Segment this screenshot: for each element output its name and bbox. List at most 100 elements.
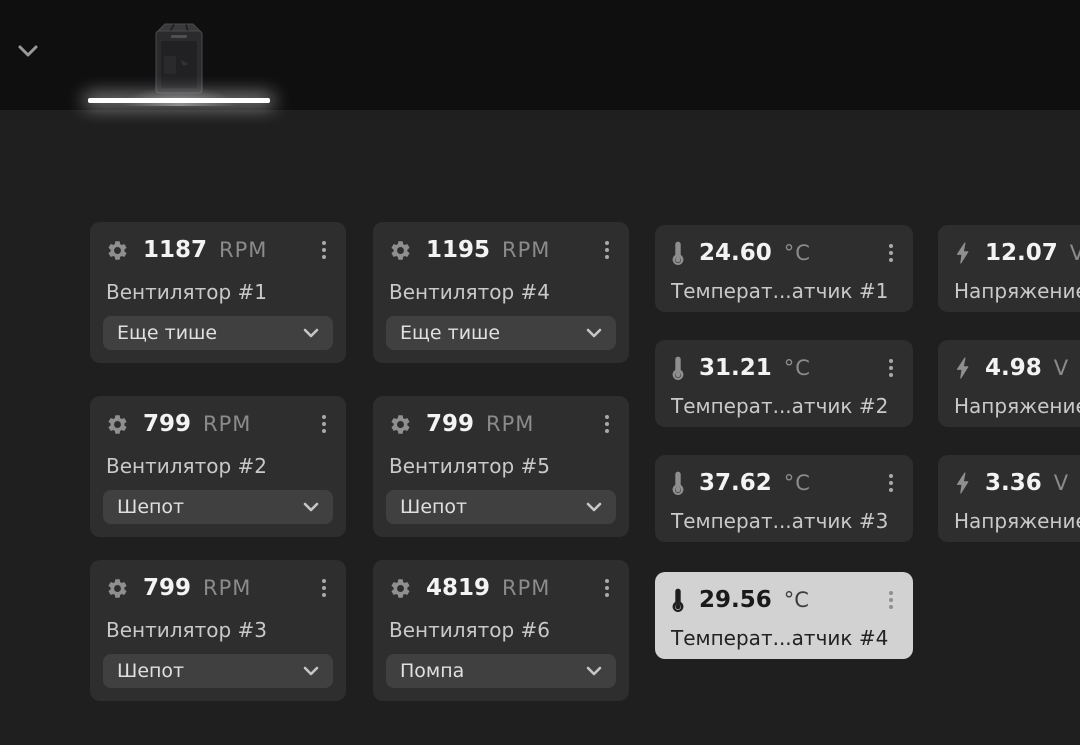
temperature-card[interactable]: 29.56 °C Температ...атчик #4 [655,572,913,659]
fan-gear-icon [106,413,129,436]
temperature-unit: °C [783,471,811,495]
device-tab-pc-case[interactable] [88,0,270,110]
lightning-bolt-icon [954,241,971,265]
fan-gear-icon [389,413,412,436]
temperature-value-row: 31.21 °C [671,354,899,382]
temperature-value: 37.62 [699,470,772,496]
fan-card: 4819 RPM Вентилятор #6 Помпа [373,560,629,701]
chevron-down-icon [303,502,319,512]
temperature-value-row: 29.56 °C [671,586,899,614]
chevron-down-icon [586,666,602,676]
thermometer-icon [671,240,685,266]
fan-mode-selected-value: Еще тише [117,322,218,344]
fan-mode-dropdown[interactable]: Еще тише [103,316,333,350]
fan-rpm-unit: RPM [486,412,535,436]
fan-card: 799 RPM Вентилятор #2 Шепот [90,396,346,537]
fan-mode-selected-value: Шепот [117,496,185,518]
temperature-card-label: Температ...атчик #4 [671,626,889,650]
temperature-value-row: 37.62 °C [671,469,899,497]
fan-value-row: 799 RPM [106,410,332,438]
fan-gear-icon [106,239,129,262]
temperature-card[interactable]: 31.21 °C Температ...атчик #2 [655,340,913,427]
card-menu-button[interactable] [883,355,899,381]
temperature-value: 24.60 [699,240,772,266]
voltage-unit: V [1053,356,1070,380]
fan-card-label: Вентилятор #3 [106,618,267,642]
fan-value-row: 799 RPM [389,410,615,438]
voltage-value-row: 4.98 V [954,354,1080,382]
fan-mode-dropdown[interactable]: Шепот [103,490,333,524]
lightning-bolt-icon [954,471,971,495]
fan-gear-icon [389,577,412,600]
card-menu-button[interactable] [316,237,332,263]
card-menu-button[interactable] [599,237,615,263]
thermometer-icon [671,470,685,496]
thermometer-icon [671,587,685,613]
fan-gear-icon [106,577,129,600]
card-menu-button[interactable] [599,411,615,437]
top-bar [0,0,1080,110]
card-menu-button[interactable] [316,575,332,601]
fan-value-row: 4819 RPM [389,574,615,602]
chevron-down-icon [586,502,602,512]
voltage-value: 12.07 [985,240,1058,266]
chevron-down-icon [586,328,602,338]
voltage-value: 3.36 [985,470,1042,496]
voltage-value-row: 3.36 V [954,469,1080,497]
fan-card: 799 RPM Вентилятор #3 Шепот [90,560,346,701]
thermometer-icon [671,355,685,381]
fan-mode-dropdown[interactable]: Шепот [386,490,616,524]
fan-mode-dropdown[interactable]: Еще тише [386,316,616,350]
fan-card: 1187 RPM Вентилятор #1 Еще тише [90,222,346,363]
fan-mode-selected-value: Шепот [400,496,468,518]
temperature-card-label: Температ...атчик #3 [671,509,889,533]
fan-value-row: 1195 RPM [389,236,615,264]
fan-mode-dropdown[interactable]: Шепот [103,654,333,688]
fan-card-label: Вентилятор #6 [389,618,550,642]
temperature-unit: °C [783,356,811,380]
fan-gear-icon [389,239,412,262]
fan-value-row: 799 RPM [106,574,332,602]
temperature-value: 29.56 [699,587,772,613]
temperature-card[interactable]: 24.60 °C Температ...атчик #1 [655,225,913,312]
temperature-unit: °C [783,241,811,265]
fan-rpm-unit: RPM [219,238,268,262]
card-menu-button[interactable] [883,470,899,496]
fan-card: 1195 RPM Вентилятор #4 Еще тише [373,222,629,363]
voltage-card[interactable]: 12.07 V Напряжение [938,225,1080,312]
temperature-value: 31.21 [699,355,772,381]
card-menu-button[interactable] [599,575,615,601]
voltage-value-row: 12.07 V [954,239,1080,267]
chevron-down-icon [303,666,319,676]
fan-value-row: 1187 RPM [106,236,332,264]
voltage-card[interactable]: 4.98 V Напряжение [938,340,1080,427]
fan-rpm-unit: RPM [502,576,551,600]
fan-mode-dropdown[interactable]: Помпа [386,654,616,688]
fan-rpm-value: 799 [426,411,475,437]
fan-rpm-value: 4819 [426,575,491,601]
active-tab-indicator [88,98,270,103]
card-menu-button[interactable] [316,411,332,437]
fan-rpm-value: 1187 [143,237,208,263]
card-menu-button[interactable] [883,587,899,613]
temperature-card-label: Температ...атчик #1 [671,279,889,303]
fan-rpm-value: 799 [143,411,192,437]
temperature-unit: °C [783,588,809,612]
fan-card-label: Вентилятор #5 [389,454,550,478]
temperature-card[interactable]: 37.62 °C Температ...атчик #3 [655,455,913,542]
voltage-card-label: Напряжение [954,509,1080,533]
voltage-unit: V [1069,241,1080,265]
fan-rpm-unit: RPM [502,238,551,262]
voltage-card[interactable]: 3.36 V Напряжение [938,455,1080,542]
temperature-card-label: Температ...атчик #2 [671,394,889,418]
voltage-value: 4.98 [985,355,1042,381]
fan-rpm-unit: RPM [203,412,252,436]
collapse-panel-button[interactable] [14,40,42,64]
temperature-value-row: 24.60 °C [671,239,899,267]
chevron-down-icon [303,328,319,338]
fan-card-label: Вентилятор #1 [106,280,267,304]
card-menu-button[interactable] [883,240,899,266]
voltage-card-label: Напряжение [954,279,1080,303]
